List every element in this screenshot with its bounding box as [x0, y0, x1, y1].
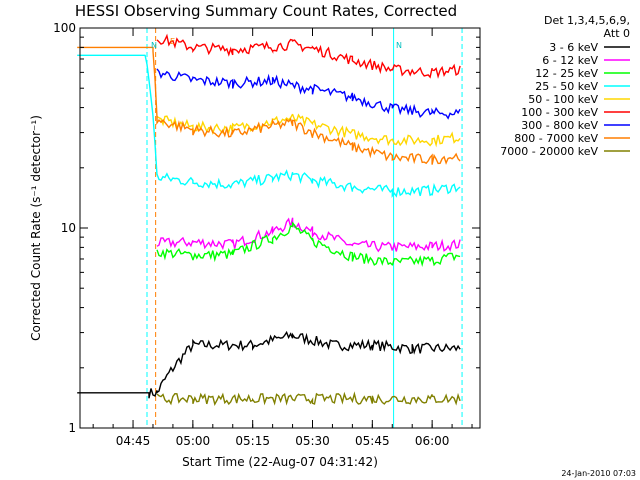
legend-label-1: 6 - 12 keV — [542, 54, 598, 67]
series-line-1 — [156, 217, 461, 253]
series-line-5 — [156, 33, 461, 79]
legend-label-2: 12 - 25 keV — [535, 67, 598, 80]
series-7 — [77, 46, 461, 165]
legend-label-5: 100 - 300 keV — [521, 106, 598, 119]
x-axis: 04:45 05:00 05:15 05:30 05:45 06:00 — [92, 28, 473, 448]
series-4 — [156, 113, 461, 148]
legend-label-6: 300 - 800 keV — [521, 119, 598, 132]
series-line-8 — [156, 391, 461, 406]
y-tick-label-0: 1 — [68, 421, 76, 435]
series-1 — [156, 217, 461, 253]
legend-label-7: 800 - 7000 keV — [514, 132, 598, 145]
x-axis-label: Start Time (22-Aug-07 04:31:42) — [182, 455, 378, 469]
y-tick-label-2: 100 — [53, 21, 76, 35]
legend-label-3: 25 - 50 keV — [535, 80, 598, 93]
y-axis: 1 10 100 — [53, 21, 480, 435]
x-tick-label-0: 04:45 — [116, 434, 151, 448]
x-tick-label-1: 05:00 — [176, 434, 211, 448]
chart-title: HESSI Observing Summary Count Rates, Cor… — [75, 2, 457, 20]
series-line-2 — [156, 221, 461, 267]
annotation-label-1: N — [396, 41, 402, 50]
series-8 — [156, 391, 461, 406]
x-tick-label-3: 05:30 — [295, 434, 330, 448]
y-tick-label-1: 10 — [61, 221, 76, 235]
series-5 — [156, 33, 461, 79]
x-tick-label-5: 06:00 — [415, 434, 450, 448]
series-line-4 — [156, 113, 461, 148]
series-6 — [156, 68, 461, 120]
series-line-7 — [77, 46, 461, 165]
legend-label-8: 7000 - 20000 keV — [500, 145, 598, 158]
series-line-6 — [156, 68, 461, 120]
y-axis-label: Corrected Count Rate (s⁻¹ detector⁻¹) — [29, 115, 43, 341]
footer-date: 24-Jan-2010 07:03 — [561, 469, 636, 478]
x-tick-label-2: 05:15 — [235, 434, 270, 448]
legend-header-0: Det 1,3,4,5,6,9, — [544, 14, 630, 27]
legend-header-1: Att 0 — [604, 27, 630, 40]
series-0 — [77, 330, 461, 399]
annotation-label-0: N — [151, 41, 157, 50]
series-line-0 — [77, 330, 461, 399]
series-3 — [77, 54, 461, 198]
plot-area: N NE — [77, 28, 463, 428]
series-line-3 — [77, 54, 461, 198]
annotation-label-2: E — [170, 37, 175, 46]
legend-label-0: 3 - 6 keV — [549, 41, 598, 54]
x-tick-label-4: 05:45 — [355, 434, 390, 448]
legend-label-4: 50 - 100 keV — [528, 93, 598, 106]
series-2 — [156, 221, 461, 267]
